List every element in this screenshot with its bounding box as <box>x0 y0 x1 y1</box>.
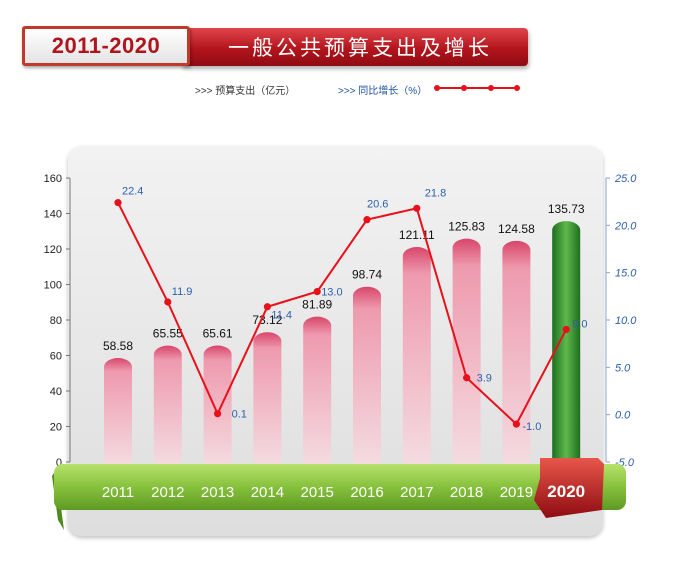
x-axis-year-label: 2012 <box>151 484 184 501</box>
x-axis-year-label: 2015 <box>301 484 334 501</box>
x-axis-year-label: 2018 <box>450 484 483 501</box>
bar <box>253 332 282 468</box>
x-axis-year-label: 2016 <box>350 484 383 501</box>
legend-line-point <box>514 85 520 91</box>
bar-value-label: 65.55 <box>153 327 183 341</box>
x-axis-year-label: 2020 <box>547 482 585 501</box>
title-banner: 2011-2020 一般公共预算支出及增长 <box>22 26 528 70</box>
growth-value-label: 20.6 <box>367 199 388 211</box>
chart-title: 一般公共预算支出及增长 <box>182 28 528 66</box>
left-axis-tick-label: 20 <box>50 422 62 434</box>
bar <box>153 345 182 468</box>
left-axis-tick-label: 140 <box>44 209 62 221</box>
growth-value-label: 11.4 <box>271 310 292 322</box>
bar <box>502 240 531 468</box>
growth-point <box>512 420 521 428</box>
growth-value-label: 21.8 <box>425 187 446 199</box>
growth-value-label: 9.0 <box>572 318 587 330</box>
x-axis-year-label: 2017 <box>400 484 433 501</box>
bar <box>402 247 431 468</box>
left-axis-tick-label: 100 <box>44 280 62 292</box>
bar-value-label: 81.89 <box>302 298 332 312</box>
growth-value-label: -1.0 <box>522 421 541 433</box>
bar-value-label: 125.83 <box>448 220 485 234</box>
growth-value-label: 3.9 <box>477 373 492 385</box>
growth-point <box>164 298 172 306</box>
left-axis-tick-label: 40 <box>50 386 62 398</box>
x-axis-year-label: 2011 <box>102 484 134 501</box>
growth-value-label: 11.9 <box>172 286 193 298</box>
right-axis-tick-label: 20.0 <box>614 220 637 232</box>
left-axis-tick-label: 120 <box>44 244 62 256</box>
x-axis-year-label: 2013 <box>201 484 234 501</box>
bar <box>452 238 481 468</box>
bar <box>552 221 581 468</box>
year-ribbon-highlight <box>534 458 604 518</box>
right-axis-tick-label: 0.0 <box>615 410 631 422</box>
right-axis-tick-label: 5.0 <box>615 362 631 374</box>
growth-point <box>114 199 122 207</box>
right-axis-tick-label: 10.0 <box>615 315 637 327</box>
growth-point <box>363 216 371 224</box>
bar-value-label: 124.58 <box>498 222 535 236</box>
growth-value-label: 22.4 <box>122 186 143 198</box>
bar <box>303 316 332 468</box>
year-range-badge: 2011-2020 <box>22 26 190 66</box>
growth-value-label: 13.0 <box>321 287 342 299</box>
left-axis-tick-label: 80 <box>50 315 62 327</box>
bar-value-label: 98.74 <box>352 268 382 282</box>
bar <box>104 358 132 468</box>
growth-point <box>413 204 421 212</box>
legend-line-label: >>> 同比增长（%） <box>338 86 428 97</box>
bar-value-label: 121.11 <box>399 228 435 242</box>
growth-value-label: 0.1 <box>232 409 247 421</box>
legend-line-point <box>434 85 440 91</box>
bar <box>353 286 381 468</box>
x-axis-year-label: 2014 <box>251 484 284 501</box>
legend-line-point <box>488 85 494 91</box>
left-axis-tick-label: 60 <box>50 351 62 363</box>
growth-point <box>214 410 222 418</box>
bar-value-label: 65.61 <box>203 327 233 341</box>
growth-point <box>463 374 471 382</box>
growth-line <box>117 202 568 426</box>
bar-value-label: 135.73 <box>548 202 585 216</box>
left-axis-tick-label: 0 <box>56 457 62 469</box>
right-axis-tick-label: 25.0 <box>614 173 637 185</box>
growth-point <box>313 288 321 296</box>
legend: >>> 预算支出（亿元） >>> 同比增长（%） <box>195 82 535 98</box>
growth-point <box>562 325 570 334</box>
right-axis-tick-label: 15.0 <box>615 268 637 280</box>
bar-value-label: 58.58 <box>103 339 133 353</box>
legend-bar-label: >>> 预算支出（亿元） <box>195 86 296 97</box>
growth-point <box>263 303 271 311</box>
bar <box>203 345 232 468</box>
year-ribbon <box>54 464 626 510</box>
legend-line-point <box>461 85 467 91</box>
left-axis-tick-label: 160 <box>44 173 62 185</box>
x-axis-year-label: 2019 <box>500 484 533 501</box>
